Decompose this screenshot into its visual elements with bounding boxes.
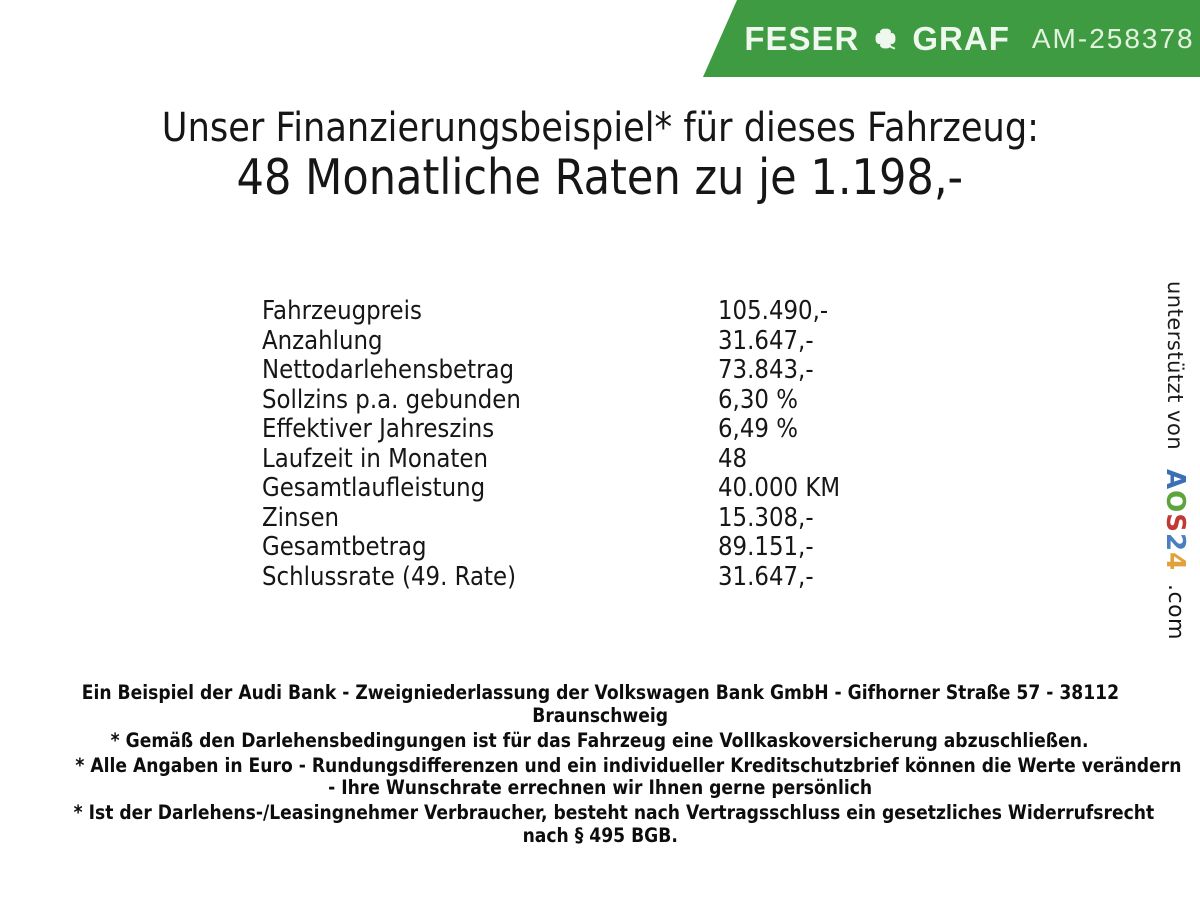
row-value: 40.000 KM — [718, 473, 841, 503]
table-row: Gesamtbetrag 89.151,- — [262, 532, 857, 563]
footnote-paragraph: * Alle Angaben in Euro - Rundungsdiffere… — [0, 753, 1200, 800]
row-value: 31.647,- — [718, 561, 814, 592]
table-row: Schlussrate (49. Rate) 31.647,- — [262, 561, 857, 593]
aos24-letter: 2 — [1160, 533, 1190, 553]
row-label: Sollzins p.a. gebunden — [262, 384, 521, 415]
headline-line2: 48 Monatliche Raten zu je 1.198,- — [0, 147, 1200, 208]
financing-table: Fahrzeugpreis 105.490,- Anzahlung 31.647… — [262, 296, 857, 593]
aos24-letter: 4 — [1160, 552, 1190, 572]
aos24-letter: A — [1160, 469, 1190, 491]
footnote-line: Ein Beispiel der Audi Bank - Zweignieder… — [81, 681, 1119, 704]
footnote-paragraph: * Gemäß den Darlehensbedingungen ist für… — [0, 728, 1200, 753]
footnote-line: * Alle Angaben in Euro - Rundungsdiffere… — [75, 753, 1182, 777]
footnote-line: Braunschweig — [532, 703, 668, 727]
brand-name-feser: FESER — [744, 20, 860, 57]
footnote-line: - Ihre Wunschrate errechnen wir Ihnen ge… — [327, 776, 873, 800]
table-row: Gesamtlaufleistung 40.000 KM — [262, 473, 857, 504]
row-label: Gesamtbetrag — [262, 532, 427, 562]
legal-footnotes: Ein Beispiel der Audi Bank - Zweignieder… — [0, 681, 1200, 850]
brand-name-graf: GRAF — [912, 20, 1010, 57]
aos24-letter: O — [1160, 490, 1190, 514]
vehicle-id-badge: AM-258378 — [1031, 22, 1195, 54]
row-label: Anzahlung — [262, 325, 383, 356]
row-label: Schlussrate (49. Rate) — [262, 561, 517, 592]
row-label: Fahrzeugpreis — [262, 296, 422, 326]
aos24-letter: S — [1160, 513, 1190, 534]
row-label: Nettodarlehensbetrag — [262, 355, 515, 385]
row-label: Gesamtlaufleistung — [262, 473, 486, 503]
headline-line2-text: 48 Monatliche Raten zu je 1.198,- — [236, 149, 964, 206]
row-value: 31.647,- — [718, 325, 814, 356]
row-value: 105.490,- — [718, 296, 829, 326]
row-value: 73.843,- — [718, 355, 814, 385]
footnote-line: nach § 495 BGB. — [522, 824, 678, 848]
row-value: 6,30 % — [718, 384, 798, 415]
table-row: Zinsen 15.308,- — [262, 502, 857, 534]
footnote-line: * Ist der Darlehens-/Leasingnehmer Verbr… — [73, 801, 1155, 825]
headline-line1: Unser Finanzierungsbeispiel* für dieses … — [0, 103, 1200, 153]
dealer-banner: FESER GRAF AM-258378 — [703, 0, 1200, 77]
footnote-line: * Gemäß den Darlehensbedingungen ist für… — [111, 728, 1089, 752]
table-row: Effektiver Jahreszins 6,49 % — [262, 414, 857, 445]
aos24-domain-suffix: .com — [1163, 583, 1188, 640]
row-label: Zinsen — [262, 502, 340, 533]
row-value: 48 — [718, 443, 748, 474]
row-value: 6,49 % — [718, 414, 798, 444]
aos24-logo: AOS24 — [1160, 469, 1190, 571]
row-value: 15.308,- — [718, 502, 814, 533]
headline-line1-text: Unser Finanzierungsbeispiel* für dieses … — [161, 105, 1039, 151]
table-row: Anzahlung 31.647,- — [262, 325, 857, 357]
row-label: Laufzeit in Monaten — [262, 443, 488, 474]
row-value: 89.151,- — [718, 532, 814, 562]
footnote-paragraph: Ein Beispiel der Audi Bank - Zweignieder… — [0, 681, 1200, 727]
clover-icon — [875, 28, 896, 50]
table-row: Laufzeit in Monaten 48 — [262, 443, 857, 475]
table-row: Fahrzeugpreis 105.490,- — [262, 296, 857, 327]
row-label: Effektiver Jahreszins — [262, 414, 495, 444]
footnote-paragraph: * Ist der Darlehens-/Leasingnehmer Verbr… — [0, 802, 1200, 847]
supported-by-strip: unterstützt von AOS24 .com — [1160, 281, 1190, 641]
table-row: Sollzins p.a. gebunden 6,30 % — [262, 384, 857, 416]
table-row: Nettodarlehensbetrag 73.843,- — [262, 355, 857, 386]
supported-by-text: unterstützt von — [1163, 281, 1187, 451]
